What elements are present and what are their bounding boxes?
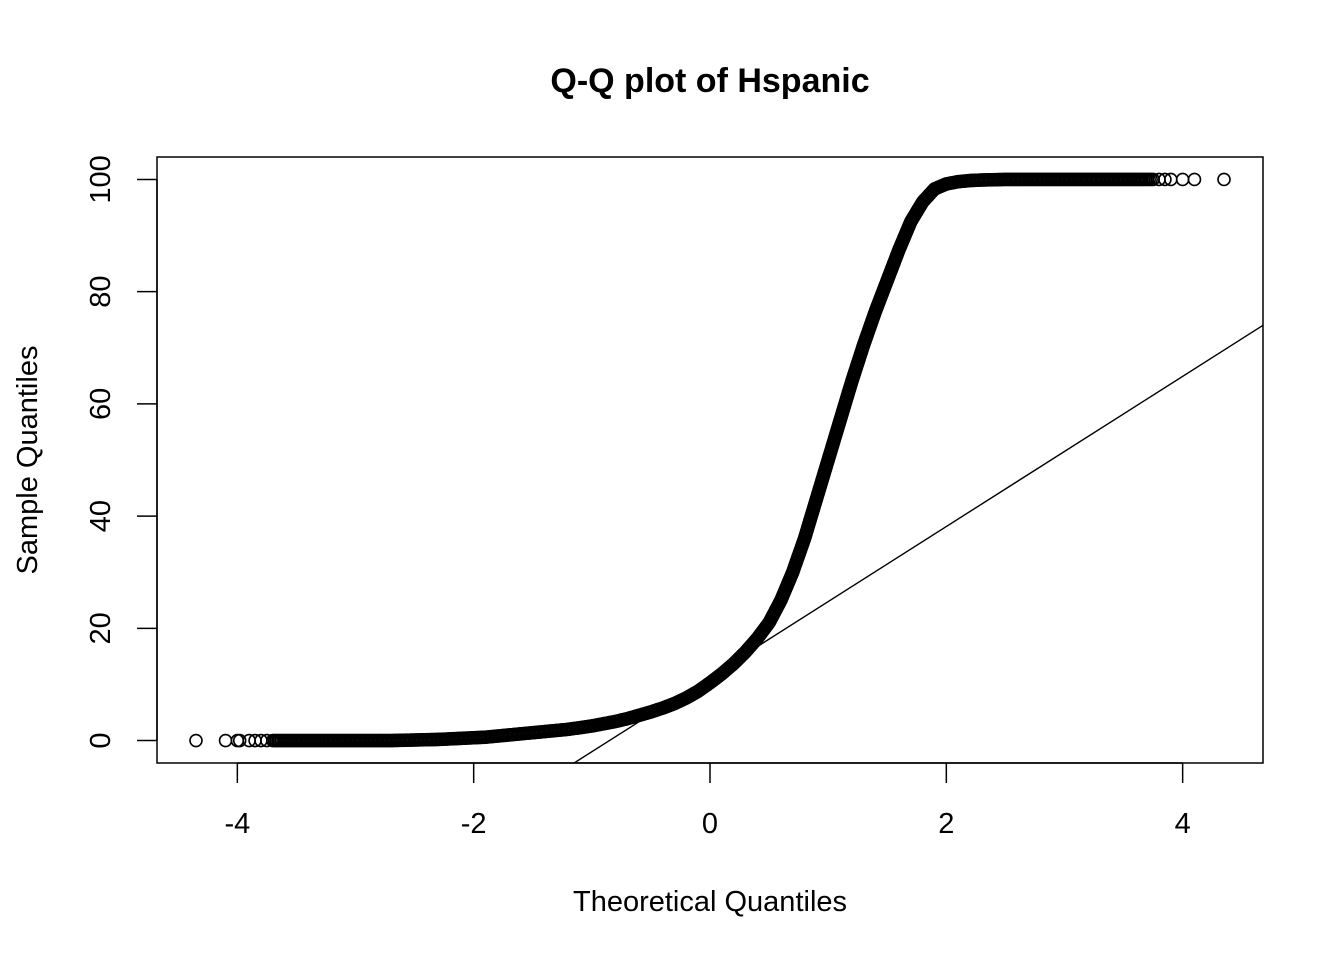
data-point (218, 733, 233, 748)
plot-frame (156, 156, 1264, 764)
x-tick-label: -4 (224, 808, 250, 840)
data-point (1187, 172, 1202, 187)
data-point (1217, 172, 1231, 187)
y-tick-label: 60 (85, 388, 117, 420)
y-tick-label: 40 (85, 500, 117, 532)
x-tick-label: -2 (461, 808, 487, 840)
data-point (189, 733, 203, 748)
y-tick-label: 80 (85, 276, 117, 308)
y-tick-label: 20 (85, 612, 117, 644)
y-axis: 0 20 40 60 80 100 (85, 155, 158, 749)
y-tick-label: 100 (85, 155, 117, 203)
y-axis-label: Sample Quantiles (12, 346, 44, 575)
y-tick-label: 0 (85, 732, 117, 748)
x-axis-label: Theoretical Quantiles (573, 886, 847, 918)
chart-title: Q-Q plot of Hspanic (550, 62, 869, 100)
data-point (1175, 172, 1190, 187)
data-point (232, 733, 247, 748)
x-axis: -4 -2 0 2 4 (224, 762, 1191, 840)
reference-line (573, 324, 1264, 764)
x-tick-label: 2 (938, 808, 954, 840)
data-point (1158, 172, 1172, 187)
x-tick-label: 0 (702, 808, 718, 840)
x-tick-label: 4 (1175, 808, 1191, 840)
data-points (189, 172, 1231, 748)
